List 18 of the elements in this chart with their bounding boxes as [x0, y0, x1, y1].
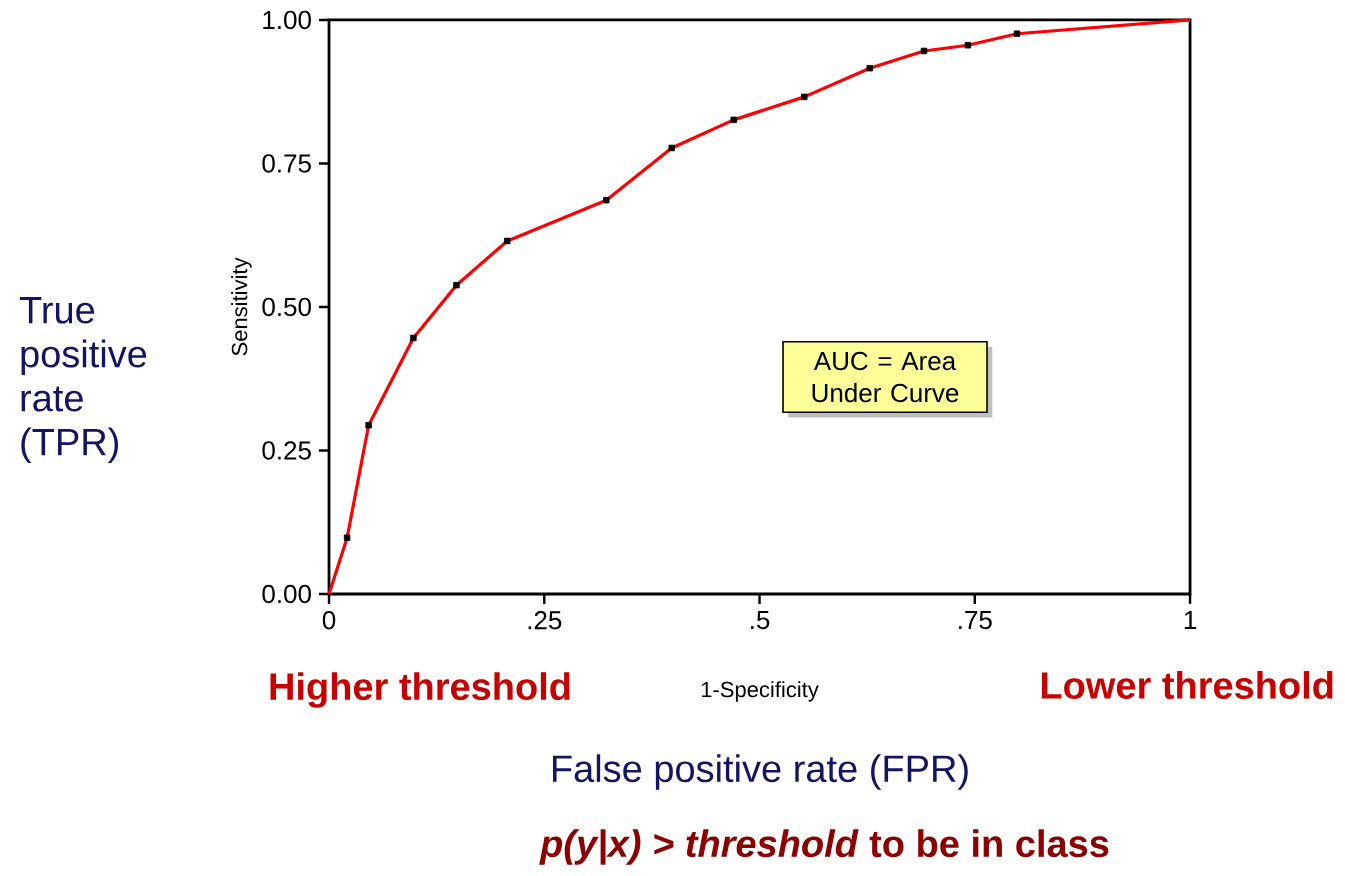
x-tick-label: .5: [751, 611, 770, 630]
x-axis-title: 1-Specificity: [701, 681, 819, 702]
text: Lower threshold: [1041, 671, 1333, 699]
x-tick-label: 1: [1184, 611, 1196, 629]
text: True positive rate (TPR): [19, 296, 147, 464]
y-tick-label: 1.00: [263, 10, 311, 30]
text: Higher threshold: [270, 672, 570, 708]
x-tick-label: 0: [322, 611, 336, 630]
y-axis-title: Sensitivity: [231, 257, 252, 356]
annotation: AUC = Area Under Curve: [812, 351, 959, 403]
text: False positive rate (FPR): [553, 754, 968, 790]
text: p(y|x) > threshold to be in class: [539, 829, 1109, 865]
x-tick-label: .75: [959, 611, 992, 630]
y-tick-label: 0.50: [262, 297, 311, 317]
y-tick-label: 0.25: [262, 441, 311, 460]
x-tick-label: .25: [528, 611, 562, 630]
y-tick-label: 0.00: [262, 584, 311, 604]
y-tick-label: 0.75: [262, 154, 311, 173]
